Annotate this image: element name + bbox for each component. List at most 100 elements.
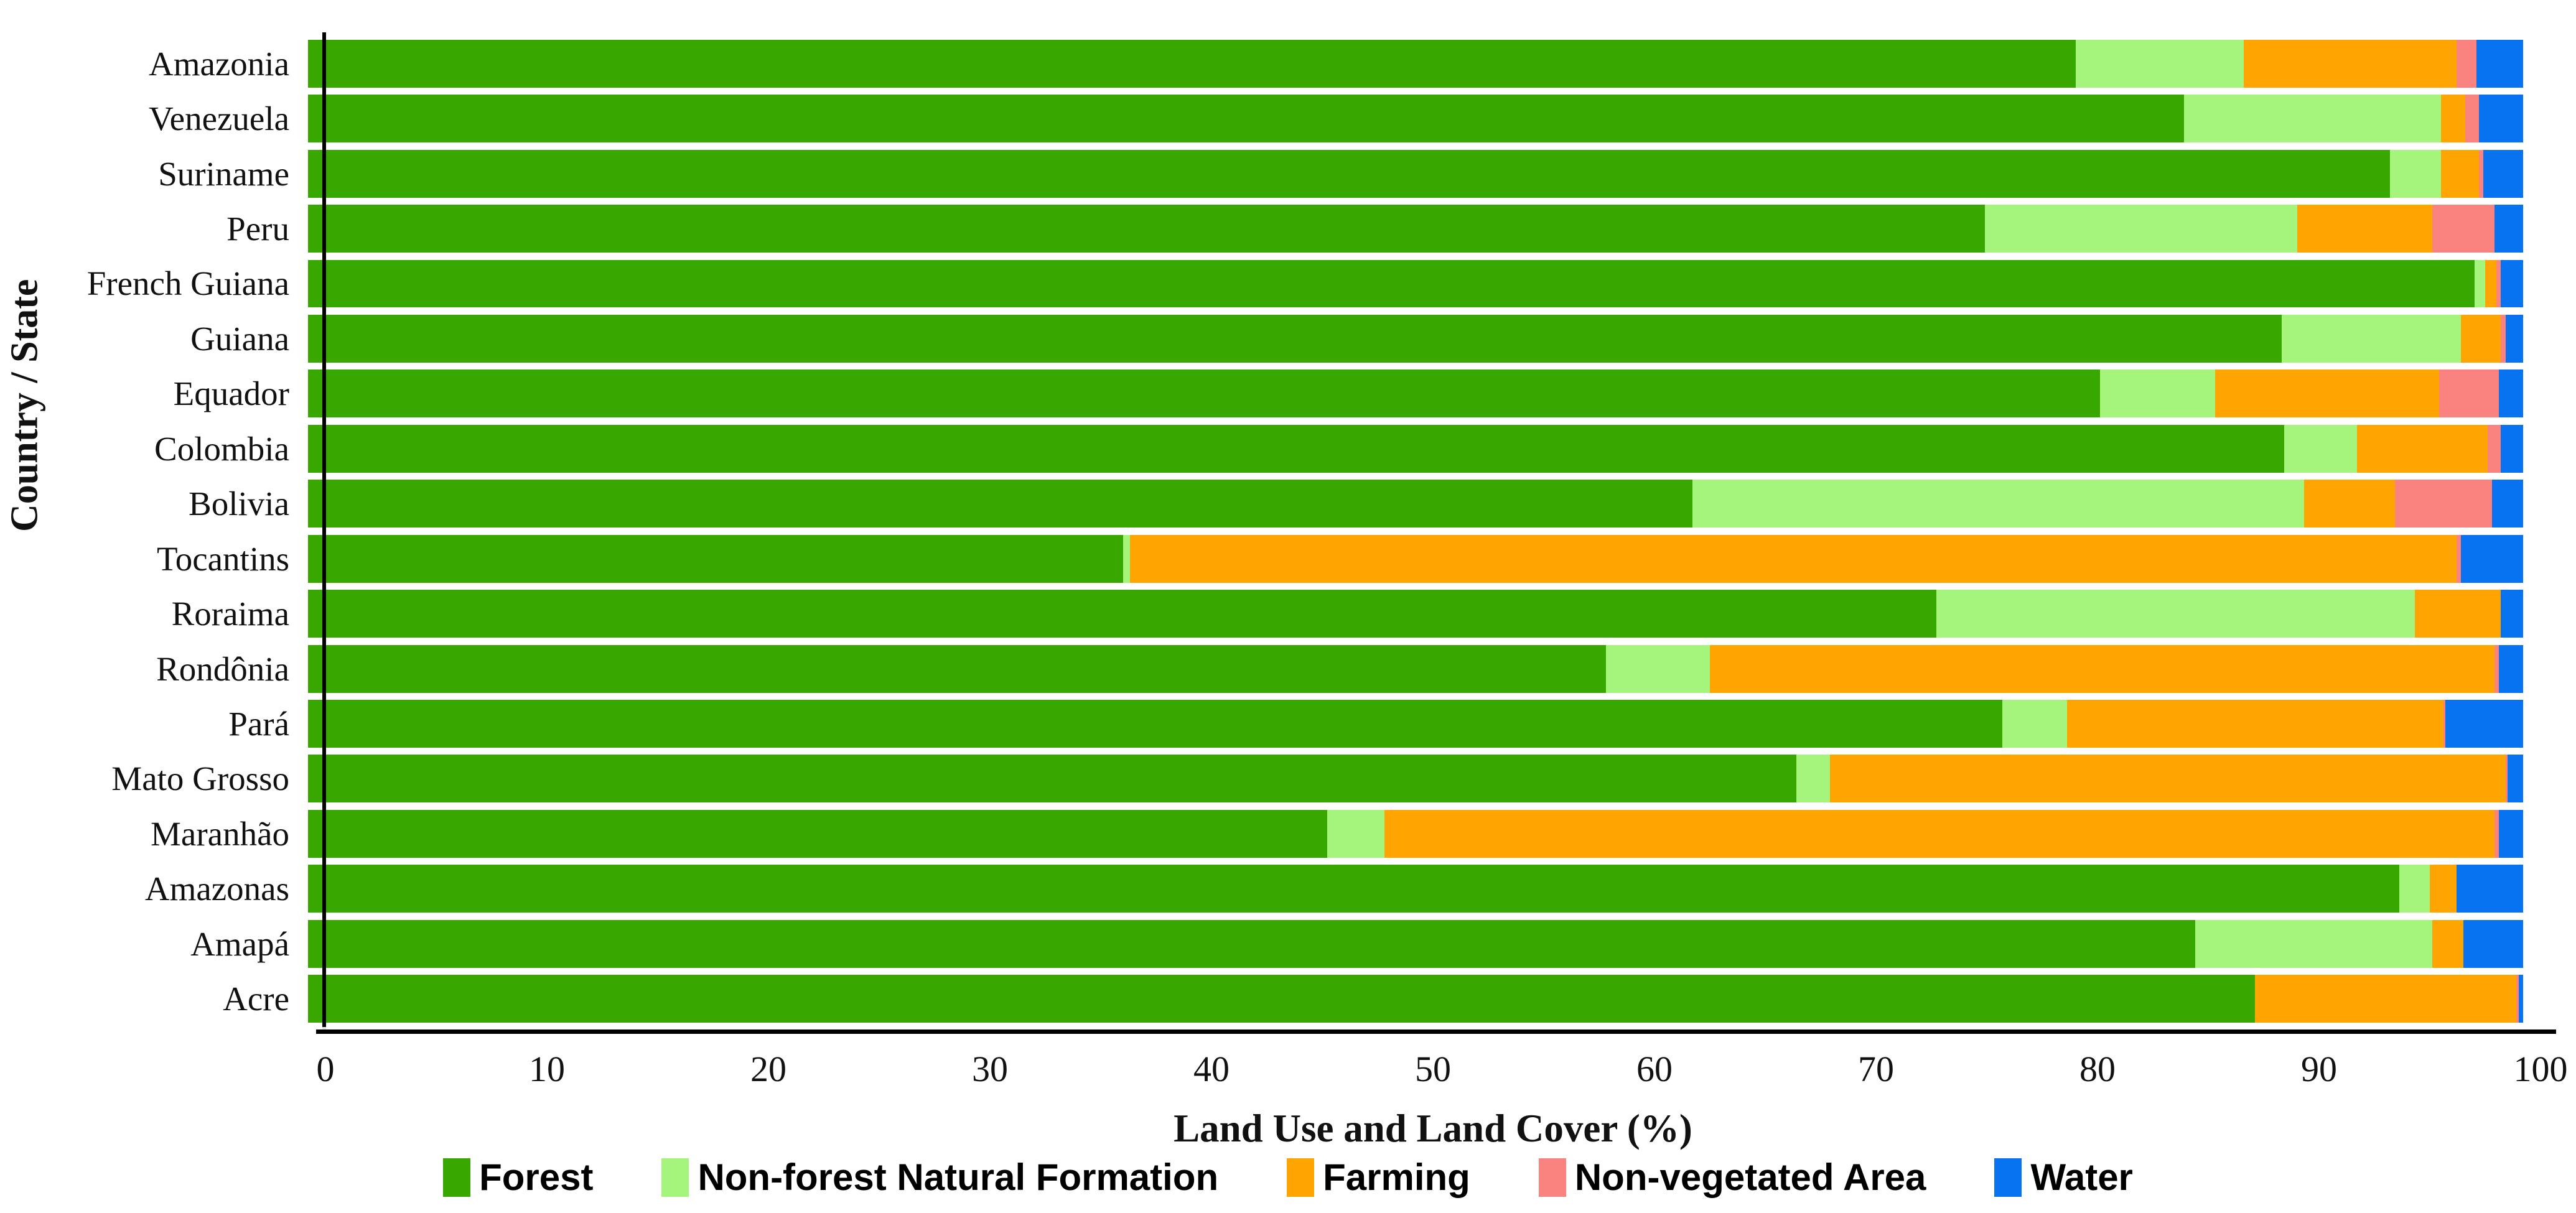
x-tick-label: 40: [1193, 1049, 1230, 1089]
x-tick-label: 20: [750, 1049, 786, 1089]
chart-row: Roraima: [0, 586, 2576, 641]
legend-item: Water: [1994, 1156, 2133, 1198]
legend-swatch-icon: [443, 1158, 471, 1197]
bar-segment-water: [2478, 95, 2523, 143]
stacked-bar: [308, 369, 2523, 418]
stacked-bar: [308, 149, 2523, 198]
stacked-bar: [308, 865, 2523, 913]
bar-segment-farming: [2432, 919, 2463, 968]
bar-segment-water: [2508, 755, 2523, 803]
bar-segment-forest: [308, 809, 1327, 858]
chart-row: Amazonia: [0, 36, 2576, 91]
chart-row: Venezuela: [0, 91, 2576, 146]
bar-segment-water: [2498, 809, 2523, 858]
stacked-bar: [308, 809, 2523, 858]
bar-segment-farming: [1710, 644, 2494, 693]
bar-segment-non-forest-natural-formation: [2284, 424, 2357, 473]
bar-segment-non-vegetated-area: [2494, 809, 2499, 858]
chart-row: Maranhão: [0, 806, 2576, 861]
chart-row: Amapá: [0, 916, 2576, 971]
y-axis-line: [322, 32, 326, 1031]
chart-row: Bolivia: [0, 476, 2576, 531]
legend-item: Non-forest Natural Formation: [661, 1158, 1218, 1197]
bar-segment-farming: [1384, 809, 2494, 858]
category-label: Equador: [173, 374, 289, 413]
category-label: Colombia: [154, 429, 289, 468]
bar-segment-non-forest-natural-formation: [2184, 95, 2442, 143]
category-label: Bolivia: [189, 485, 289, 523]
bar-segment-forest: [308, 259, 2475, 308]
bar-segment-water: [2518, 975, 2523, 1023]
bar-segment-water: [2494, 205, 2523, 253]
legend-swatch-icon: [1287, 1158, 1315, 1197]
category-label: Rondônia: [156, 649, 289, 688]
chart-row: Mato Grosso: [0, 751, 2576, 806]
stacked-bar: [308, 700, 2523, 748]
stacked-bar: [308, 975, 2523, 1023]
x-axis-line: [316, 1029, 2556, 1034]
bar-segment-non-forest-natural-formation: [2100, 369, 2216, 418]
category-label: French Guiana: [86, 264, 289, 303]
legend-item: Farming: [1287, 1158, 1470, 1197]
bar-segment-forest: [308, 700, 2003, 748]
stacked-bar: [308, 95, 2523, 143]
bar-segment-non-vegetated-area: [2501, 314, 2506, 363]
category-label: Peru: [226, 210, 289, 248]
bar-segment-non-vegetated-area: [2443, 700, 2446, 748]
bar-segment-forest: [308, 755, 1797, 803]
bar-segment-farming: [1829, 755, 2506, 803]
category-label: Tocantins: [156, 539, 289, 578]
category-label: Amazonia: [148, 44, 289, 83]
bar-segment-non-forest-natural-formation: [1796, 755, 1830, 803]
bar-segment-water: [2457, 865, 2523, 913]
legend-swatch-icon: [1994, 1158, 2022, 1197]
bar-segment-farming: [2066, 700, 2443, 748]
bar-segment-farming: [2303, 480, 2395, 528]
bar-segment-water: [2498, 644, 2523, 693]
bar-segment-forest: [308, 644, 1607, 693]
x-axis-ticks: 0 10 20 30 40 50 60 70 80 90 100: [317, 1049, 2568, 1095]
category-label: Maranhão: [151, 814, 289, 853]
bar-segment-non-vegetated-area: [2488, 424, 2501, 473]
bar-segment-non-vegetated-area: [2465, 95, 2479, 143]
bar-segment-farming: [2441, 149, 2479, 198]
bar-segment-forest: [308, 369, 2101, 418]
x-tick-label: 90: [2301, 1049, 2337, 1089]
x-tick-label: 10: [529, 1049, 565, 1089]
stacked-bar: [308, 534, 2523, 583]
stacked-bar: [308, 424, 2523, 473]
bar-segment-forest: [308, 590, 1936, 638]
bar-segment-non-forest-natural-formation: [1936, 590, 2415, 638]
legend-label: Farming: [1323, 1156, 1470, 1198]
category-label: Suriname: [158, 154, 289, 193]
chart-row: French Guiana: [0, 256, 2576, 311]
bar-segment-non-forest-natural-formation: [2399, 865, 2430, 913]
stacked-bar: [308, 755, 2523, 803]
bar-segment-forest: [308, 534, 1124, 583]
chart-row: Colombia: [0, 421, 2576, 476]
bar-segment-water: [2505, 314, 2523, 363]
chart-row: Guiana: [0, 311, 2576, 366]
chart-row: Pará: [0, 696, 2576, 751]
bar-segment-farming: [2244, 39, 2457, 88]
bar-segment-farming: [2297, 205, 2433, 253]
bar-segment-non-forest-natural-formation: [2390, 149, 2442, 198]
bar-segment-forest: [308, 39, 2076, 88]
bar-segment-farming: [2414, 590, 2501, 638]
bar-segment-water: [2492, 480, 2523, 528]
bar-segment-farming: [2441, 95, 2466, 143]
bar-segment-non-vegetated-area: [2394, 480, 2493, 528]
chart-row: Tocantins: [0, 531, 2576, 586]
x-tick-label: 100: [2513, 1049, 2568, 1089]
legend-item: Forest: [443, 1158, 593, 1197]
category-label: Mato Grosso: [111, 760, 289, 798]
bar-segment-non-vegetated-area: [2457, 534, 2462, 583]
bar-segment-non-forest-natural-formation: [1984, 205, 2297, 253]
bar-segment-water: [2476, 39, 2523, 88]
stacked-bar: [308, 39, 2523, 88]
legend-label: Non-vegetated Area: [1574, 1156, 1926, 1198]
stacked-bar: [308, 205, 2523, 253]
bar-segment-forest: [308, 95, 2185, 143]
legend-label: Water: [2030, 1156, 2133, 1198]
